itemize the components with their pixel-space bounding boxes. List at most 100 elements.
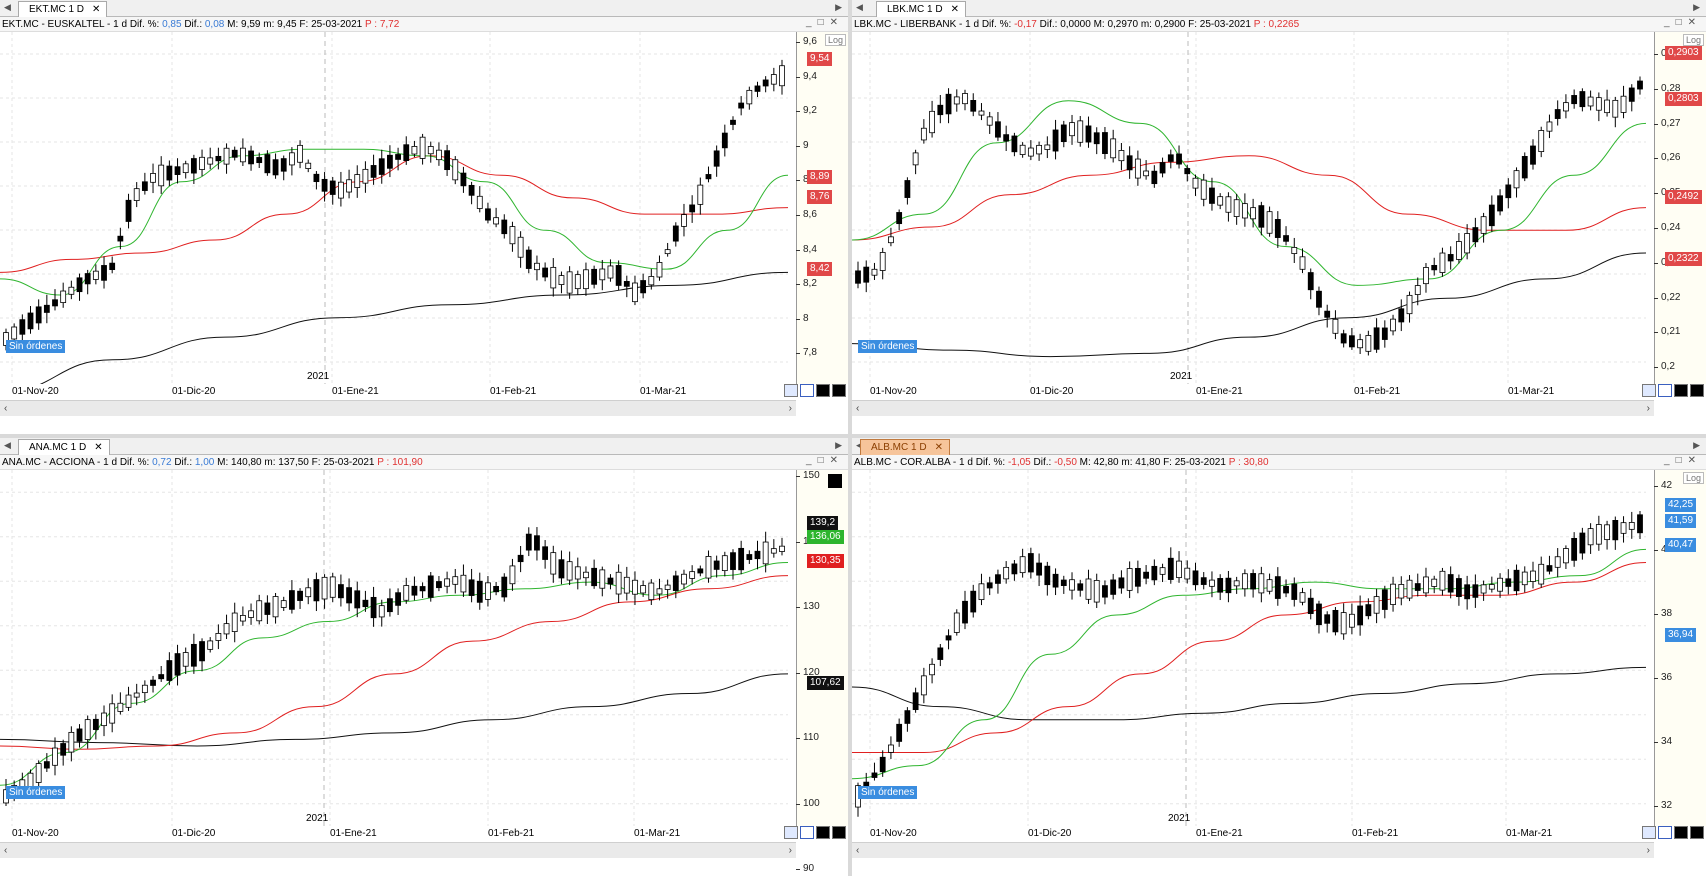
candle xyxy=(1423,267,1429,285)
tab-ana[interactable]: ANA.MC 1 D ✕ xyxy=(18,439,110,455)
window-buttons[interactable]: _□✕ xyxy=(1664,17,1702,28)
scroll-left-icon[interactable]: ‹ xyxy=(856,845,860,856)
candle xyxy=(697,568,704,574)
price-chart[interactable] xyxy=(0,32,796,384)
chart-panel-ekt[interactable]: ◀ EKT.MC 1 D ✕ ▶ EKT.MC - EUSKALTEL - 1 d… xyxy=(0,0,848,434)
color-swatch[interactable] xyxy=(828,474,842,488)
date-tick-label: 01-Ene-21 xyxy=(330,828,377,839)
scroll-left-icon[interactable]: ‹ xyxy=(4,403,8,414)
tab-bar: ◀ ANA.MC 1 D ✕ ▶ xyxy=(0,438,848,455)
candle xyxy=(387,154,393,169)
tab-scroll-right-icon[interactable]: ▶ xyxy=(1693,2,1700,12)
fill-icon[interactable] xyxy=(1674,384,1688,397)
candle xyxy=(1266,579,1273,592)
date-axis[interactable]: 01-Nov-20 01-Dic-20 01-Ene-21 01-Feb-21 01-M… xyxy=(0,826,788,842)
chart-panel-alb[interactable]: ◀ ALB.MC 1 D ✕ ▶ ALB.MC - COR.ALBA - 1 d … xyxy=(852,438,1706,876)
symbol-name: ANA.MC - ACCIONA - xyxy=(2,457,101,468)
candle xyxy=(962,93,968,105)
square-icon[interactable] xyxy=(1690,384,1704,397)
square-icon[interactable] xyxy=(1690,826,1704,839)
orders-badge[interactable]: Sin órdenes xyxy=(858,786,918,799)
candle xyxy=(1052,129,1059,152)
square-icon[interactable] xyxy=(832,384,846,397)
scroll-left-icon[interactable]: ‹ xyxy=(4,845,8,856)
orders-badge[interactable]: Sin órdenes xyxy=(6,340,66,353)
price-axis[interactable]: 9,69,49,298,88,68,48,287,89,548,898,768,… xyxy=(796,32,848,384)
scroll-right-icon[interactable]: › xyxy=(1646,845,1650,856)
close-icon[interactable]: ✕ xyxy=(94,442,103,453)
zoom-icon[interactable] xyxy=(784,826,798,839)
price-chart[interactable] xyxy=(852,470,1654,826)
tab-alb[interactable]: ALB.MC 1 D ✕ xyxy=(860,439,950,455)
save-icon[interactable] xyxy=(1658,826,1672,839)
tab-scroll-left-icon[interactable]: ◀ xyxy=(856,440,863,451)
candle xyxy=(493,217,500,225)
candle xyxy=(574,566,581,580)
horizontal-scrollbar[interactable]: ‹ › xyxy=(0,842,796,858)
zoom-icon[interactable] xyxy=(784,384,798,397)
log-scale-toggle[interactable]: Log xyxy=(824,34,846,46)
close-icon[interactable]: ✕ xyxy=(92,4,101,15)
square-icon[interactable] xyxy=(832,826,846,839)
save-icon[interactable] xyxy=(800,384,814,397)
horizontal-scrollbar[interactable]: ‹ › xyxy=(0,400,796,416)
zoom-icon[interactable] xyxy=(1642,826,1656,839)
window-buttons[interactable]: _□✕ xyxy=(806,455,844,466)
tab-scroll-left-icon[interactable]: ◀ xyxy=(4,440,11,450)
close-icon[interactable]: ✕ xyxy=(934,442,943,453)
log-scale-toggle[interactable]: Log xyxy=(1682,472,1704,484)
scroll-left-icon[interactable]: ‹ xyxy=(856,403,860,414)
scroll-right-icon[interactable]: › xyxy=(788,403,792,414)
tab-lbk[interactable]: LBK.MC 1 D ✕ xyxy=(876,1,966,17)
date-axis[interactable]: 01-Nov-20 01-Dic-20 01-Ene-21 01-Feb-21 01-M… xyxy=(852,384,1646,400)
tab-ekt[interactable]: EKT.MC 1 D ✕ xyxy=(18,1,108,17)
save-icon[interactable] xyxy=(1658,384,1672,397)
window-buttons[interactable]: _□✕ xyxy=(1664,455,1702,466)
candle xyxy=(754,550,761,560)
candle xyxy=(35,763,42,783)
candle xyxy=(970,100,977,112)
candle xyxy=(1134,567,1141,587)
price-chart[interactable] xyxy=(0,470,796,826)
orders-badge[interactable]: Sin órdenes xyxy=(6,786,66,799)
chart-panel-ana[interactable]: ◀ ANA.MC 1 D ✕ ▶ ANA.MC - ACCIONA - 1 d D… xyxy=(0,438,848,876)
save-icon[interactable] xyxy=(800,826,814,839)
candle xyxy=(35,306,42,324)
date-axis[interactable]: 01-Nov-20 01-Dic-20 01-Ene-21 01-Feb-21 01-M… xyxy=(0,384,788,400)
tab-scroll-right-icon[interactable]: ▶ xyxy=(835,440,842,450)
tab-scroll-left-icon[interactable]: ◀ xyxy=(856,2,863,12)
tab-scroll-right-icon[interactable]: ▶ xyxy=(835,2,842,12)
price-axis[interactable]: 0,290,280,270,260,250,240,230,220,210,20… xyxy=(1653,32,1706,384)
log-scale-toggle[interactable]: Log xyxy=(1682,34,1704,46)
orders-badge[interactable]: Sin órdenes xyxy=(858,340,918,353)
chart-panel-lbk[interactable]: ◀ LBK.MC 1 D ✕ ▶ LBK.MC - LIBERBANK - 1 d… xyxy=(852,0,1706,434)
candle xyxy=(1027,147,1034,157)
date-axis[interactable]: 01-Nov-20 01-Dic-20 01-Ene-21 01-Feb-21 01-M… xyxy=(852,826,1646,842)
candle xyxy=(1521,156,1528,179)
horizontal-scrollbar[interactable]: ‹ › xyxy=(852,400,1654,416)
horizontal-scrollbar[interactable]: ‹ › xyxy=(852,842,1654,858)
candle xyxy=(468,579,475,596)
date-tick-label: 01-Nov-20 xyxy=(12,828,59,839)
price-chart[interactable] xyxy=(852,32,1654,384)
fill-icon[interactable] xyxy=(816,384,830,397)
tab-scroll-right-icon[interactable]: ▶ xyxy=(1693,440,1700,450)
scroll-right-icon[interactable]: › xyxy=(1646,403,1650,414)
candle xyxy=(199,156,205,170)
fill-icon[interactable] xyxy=(816,826,830,839)
price-axis[interactable]: 15014013012011010090139,2136,06130,35107… xyxy=(795,470,848,874)
scroll-right-icon[interactable]: › xyxy=(788,845,792,856)
candle xyxy=(166,165,173,181)
zoom-icon[interactable] xyxy=(1642,384,1656,397)
candle xyxy=(517,236,524,258)
close-icon[interactable]: ✕ xyxy=(950,4,959,15)
candle xyxy=(1579,91,1586,108)
candle xyxy=(239,147,246,163)
window-buttons[interactable]: _□✕ xyxy=(806,17,844,28)
fill-icon[interactable] xyxy=(1674,826,1688,839)
candle xyxy=(542,546,549,560)
tab-scroll-left-icon[interactable]: ◀ xyxy=(4,2,11,12)
candle xyxy=(1348,335,1355,348)
candle xyxy=(1118,150,1125,162)
